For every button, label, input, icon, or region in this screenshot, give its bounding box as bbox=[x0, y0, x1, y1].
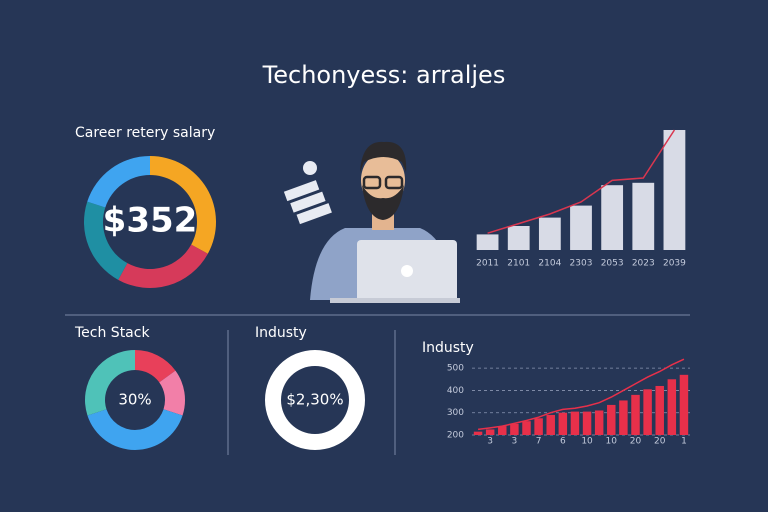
bar bbox=[498, 426, 507, 435]
line bbox=[477, 358, 685, 431]
x-tick-label: 10 bbox=[606, 437, 618, 447]
bar bbox=[473, 431, 483, 435]
bar bbox=[538, 217, 561, 250]
bar bbox=[476, 234, 499, 250]
x-tick-label: 2104 bbox=[538, 259, 561, 269]
bar bbox=[667, 379, 677, 435]
x-tick-label: 2011 bbox=[476, 259, 499, 269]
chart-title: Tech Stack bbox=[74, 325, 150, 341]
x-tick-label: 7 bbox=[536, 437, 542, 447]
y-tick-label: 400 bbox=[447, 386, 464, 396]
chart-title: Career retery salary bbox=[75, 125, 215, 141]
donut-segment bbox=[265, 350, 365, 450]
chart-title: Industy bbox=[255, 325, 307, 341]
x-tick-label: 1 bbox=[681, 437, 687, 447]
bar bbox=[632, 182, 655, 250]
x-tick-label: 10 bbox=[581, 437, 593, 447]
x-tick-label: 3 bbox=[512, 437, 518, 447]
center-label: $352 bbox=[103, 201, 198, 241]
donut-segment bbox=[135, 350, 176, 383]
bar bbox=[594, 410, 604, 435]
bar bbox=[558, 412, 568, 435]
bar bbox=[522, 421, 531, 435]
bar bbox=[546, 414, 555, 435]
donut-segment bbox=[85, 350, 135, 416]
center-label: $2,30% bbox=[286, 391, 343, 409]
donut-segment bbox=[118, 244, 208, 289]
bar bbox=[631, 394, 640, 435]
x-tick-label: 20 bbox=[654, 437, 666, 447]
donut-segment bbox=[84, 201, 128, 280]
bar bbox=[582, 411, 592, 435]
y-tick-label: 200 bbox=[447, 431, 464, 441]
bar bbox=[570, 205, 592, 250]
line bbox=[487, 129, 676, 234]
donut-segment bbox=[87, 409, 183, 450]
x-tick-label: 2023 bbox=[632, 259, 655, 269]
bar bbox=[534, 418, 543, 435]
bar bbox=[643, 389, 652, 435]
donut-segment bbox=[87, 156, 150, 208]
illustration bbox=[283, 141, 460, 303]
bar bbox=[485, 429, 495, 435]
donut-segment bbox=[159, 370, 185, 416]
x-tick-label: 2303 bbox=[570, 259, 593, 269]
bar bbox=[663, 130, 686, 250]
x-tick-label: 2101 bbox=[507, 259, 530, 269]
page-title: Techonyess: arraljes bbox=[262, 61, 506, 89]
x-tick-label: 2053 bbox=[601, 259, 624, 269]
x-tick-label: 6 bbox=[560, 437, 566, 447]
bar bbox=[655, 385, 664, 435]
donut-segment bbox=[150, 156, 217, 254]
y-tick-label: 500 bbox=[447, 364, 464, 374]
chart-title: Industy bbox=[422, 340, 474, 356]
bar bbox=[601, 185, 624, 250]
bar bbox=[619, 400, 628, 435]
bar bbox=[507, 226, 530, 250]
center-label: 30% bbox=[118, 391, 151, 409]
bar bbox=[679, 374, 689, 435]
bar bbox=[510, 423, 519, 435]
y-tick-label: 300 bbox=[447, 408, 464, 418]
x-tick-label: 2039 bbox=[663, 259, 686, 269]
x-tick-label: 3 bbox=[487, 437, 493, 447]
x-tick-label: 20 bbox=[630, 437, 642, 447]
bar bbox=[570, 411, 580, 435]
bar bbox=[607, 404, 616, 435]
